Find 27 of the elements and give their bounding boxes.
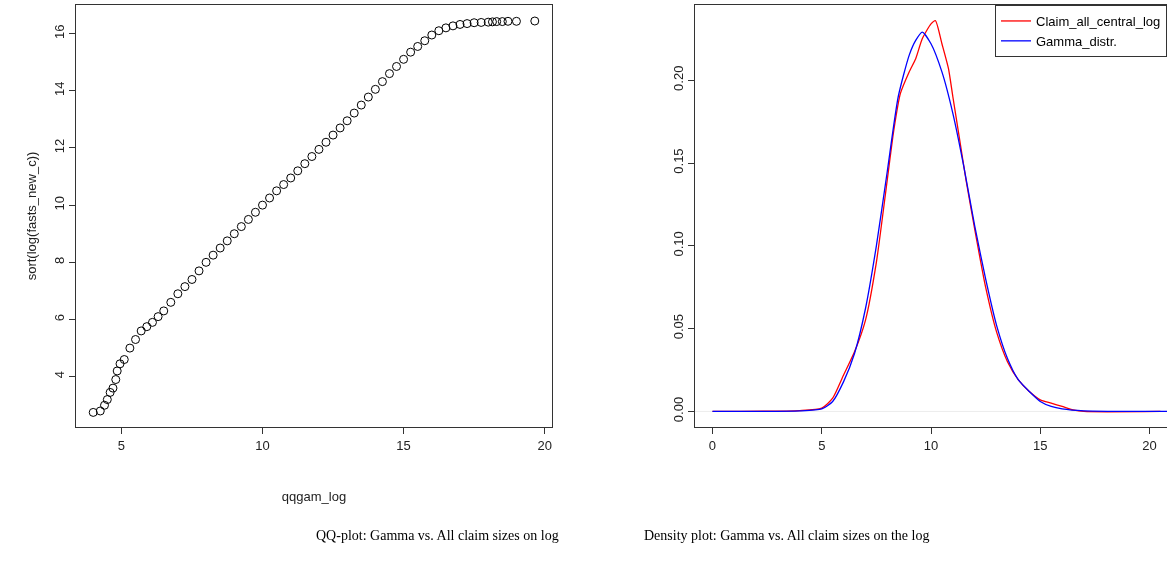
x-tick-label: 5 (117, 437, 126, 453)
y-tick-label: 0.10 (670, 231, 686, 257)
y-tick-label: 16 (51, 24, 67, 39)
text: QQ-plot: Gamma vs. All claim sizes on log (316, 528, 559, 543)
y-tick-label: 8 (51, 256, 67, 264)
x-tick-label: 15 (1033, 437, 1048, 453)
y-tick-label: 10 (51, 195, 67, 211)
text: Density plot: Gamma vs. All claim sizes on the log (644, 528, 930, 543)
x-tick-label: 0 (708, 437, 717, 453)
x-tick-label: 20 (537, 437, 552, 453)
y-tick-label: 0.00 (670, 396, 686, 423)
y-tick-label: 14 (51, 81, 67, 97)
x-tick-label: 10 (255, 437, 270, 453)
x-tick-label: 5 (818, 437, 826, 453)
x-tick-label: 15 (396, 437, 411, 453)
y-tick-label: 0.05 (670, 314, 686, 340)
y-tick-label: 0.20 (670, 65, 686, 91)
x-axis-title: qqgam_log (281, 489, 347, 505)
legend-label: Gamma_distr. (1036, 33, 1117, 49)
legend-label: Claim_all_central_log (1036, 14, 1161, 30)
y-tick-label: 4 (51, 371, 67, 379)
y-tick-label: 0.15 (670, 148, 686, 174)
x-tick-label: 20 (1142, 437, 1157, 453)
x-tick-label: 10 (923, 437, 939, 453)
y-axis-title: sort(log(fasts_new_c)) (23, 151, 39, 281)
y-tick-label: 12 (51, 138, 67, 154)
y-tick-label: 6 (51, 313, 67, 322)
